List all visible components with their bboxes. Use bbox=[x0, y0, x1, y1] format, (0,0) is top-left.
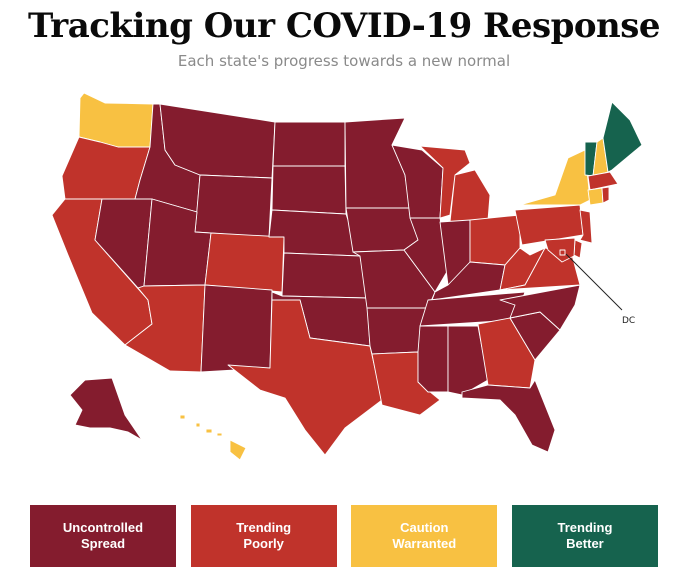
page-title: Tracking Our COVID-19 Response bbox=[27, 6, 661, 46]
state-RI[interactable] bbox=[601, 186, 610, 204]
state-MS[interactable] bbox=[417, 325, 449, 393]
legend-label: Caution Warranted bbox=[392, 520, 457, 551]
legend-trending-poorly[interactable]: Trending Poorly bbox=[190, 505, 337, 567]
dc-callout-line bbox=[565, 253, 623, 311]
legend-caution-warranted[interactable]: Caution Warranted bbox=[351, 505, 498, 567]
state-HI[interactable] bbox=[179, 414, 247, 461]
state-DE[interactable] bbox=[573, 239, 583, 259]
us-state-map: DC bbox=[51, 92, 643, 461]
state-WY[interactable] bbox=[194, 174, 273, 238]
state-GA[interactable] bbox=[477, 317, 536, 389]
state-NJ[interactable] bbox=[579, 209, 593, 244]
state-IA[interactable] bbox=[345, 207, 419, 253]
state-AK[interactable] bbox=[69, 377, 143, 441]
legend-label: Trending Better bbox=[557, 520, 613, 551]
state-MA[interactable] bbox=[587, 171, 619, 191]
state-ND[interactable] bbox=[272, 121, 346, 167]
legend-label: Uncontrolled Spread bbox=[62, 520, 144, 551]
page-subtitle: Each state's progress towards a new norm… bbox=[177, 52, 511, 70]
dc-label: DC bbox=[622, 316, 635, 326]
state-CT[interactable] bbox=[587, 187, 604, 206]
state-DC[interactable] bbox=[559, 249, 566, 256]
state-WA[interactable] bbox=[78, 92, 154, 148]
state-CO[interactable] bbox=[204, 232, 285, 293]
legend-trending-better[interactable]: Trending Better bbox=[511, 505, 658, 567]
legend-label: Trending Poorly bbox=[236, 520, 292, 551]
state-KS[interactable] bbox=[281, 252, 368, 299]
state-NY[interactable] bbox=[519, 149, 591, 206]
state-SD[interactable] bbox=[271, 165, 347, 215]
state-NM[interactable] bbox=[200, 284, 273, 373]
state-FL[interactable] bbox=[461, 379, 556, 453]
state-AL[interactable] bbox=[447, 325, 489, 396]
state-NC[interactable] bbox=[499, 284, 581, 331]
legend-uncontrolled-spread[interactable]: Uncontrolled Spread bbox=[30, 505, 176, 567]
state-ME[interactable] bbox=[602, 101, 643, 173]
state-TX[interactable] bbox=[227, 299, 383, 456]
legend: Uncontrolled Spread Trending Poorly Caut… bbox=[30, 505, 658, 567]
state-MI[interactable] bbox=[419, 145, 491, 223]
